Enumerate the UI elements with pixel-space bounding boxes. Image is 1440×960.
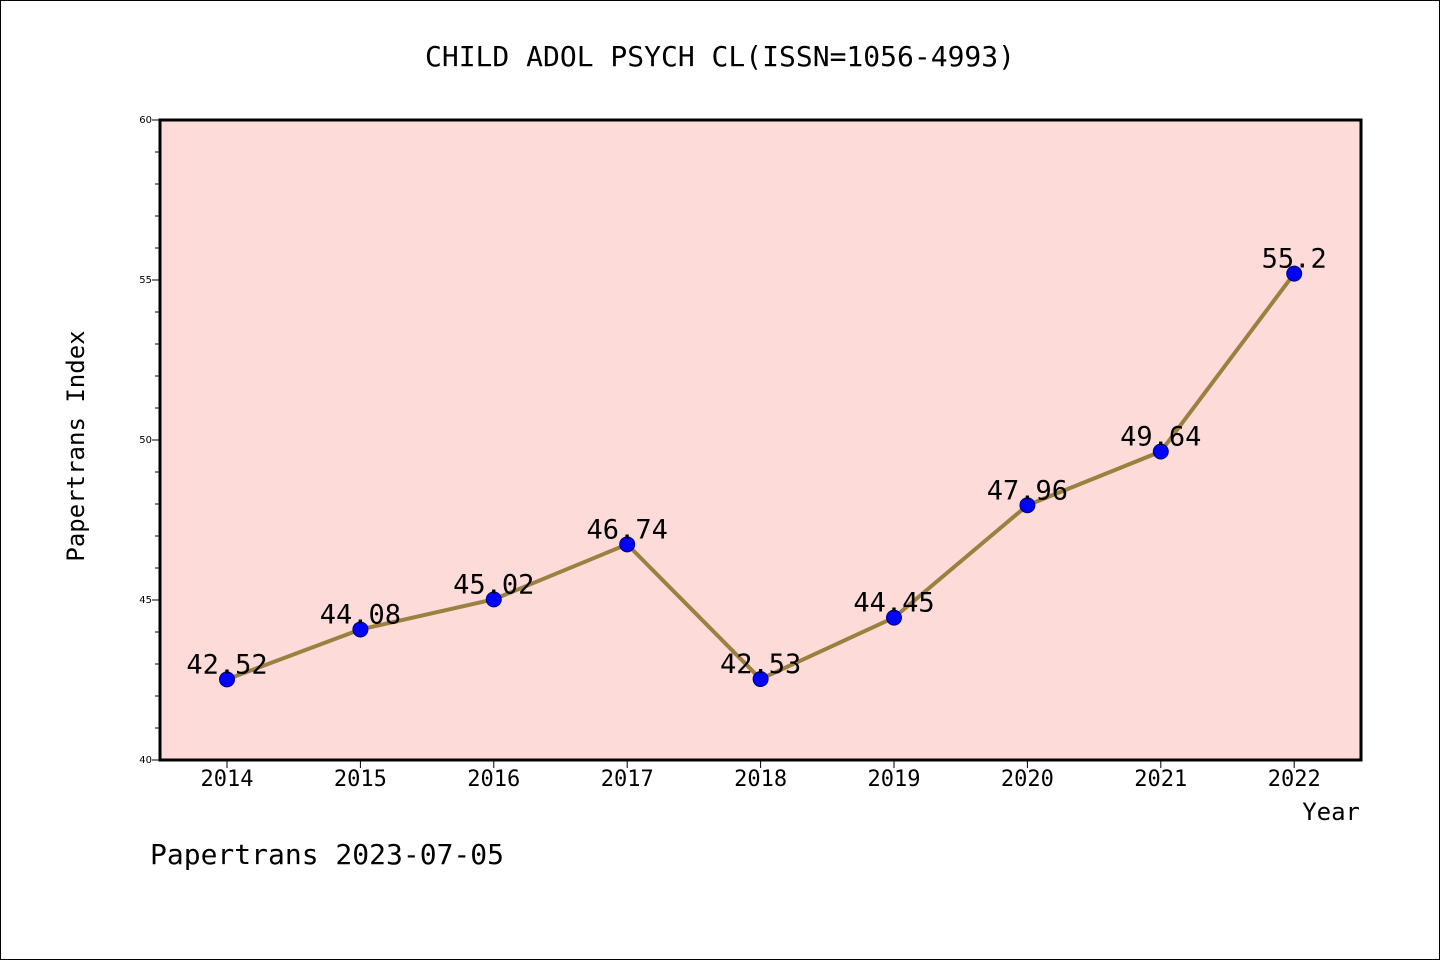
x-tick-label: 2021 bbox=[1134, 767, 1187, 792]
chart-title: CHILD ADOL PSYCH CL(ISSN=1056-4993) bbox=[425, 40, 1015, 73]
x-axis-label: Year bbox=[1302, 798, 1360, 826]
data-label-2015: 44.08 bbox=[320, 599, 401, 630]
y-axis-label: Papertrans Index bbox=[62, 330, 90, 561]
data-label-2019: 44.45 bbox=[853, 588, 934, 619]
y-tick-label: 60 bbox=[139, 115, 152, 126]
data-point-2019 bbox=[886, 609, 902, 626]
data-point-2021 bbox=[1152, 443, 1169, 460]
plot-border bbox=[158, 118, 1363, 762]
x-tick-label: 2020 bbox=[1001, 767, 1054, 792]
data-label-2017: 46.74 bbox=[587, 514, 668, 545]
data-labels: 42.52 44.08 45.02 46.74 42.53 44.45 47.96 49.64… bbox=[186, 244, 1326, 681]
y-tick-label: 50 bbox=[139, 435, 152, 446]
plot-area bbox=[160, 120, 1361, 760]
x-tick-label: 2014 bbox=[201, 767, 254, 792]
y-tick-label: 55 bbox=[139, 275, 152, 286]
footer-stamp: Papertrans 2023-07-05 bbox=[150, 838, 504, 871]
data-label-2018: 42.53 bbox=[720, 649, 801, 680]
data-point-2022 bbox=[1286, 265, 1303, 282]
data-point-2020 bbox=[1019, 497, 1036, 514]
x-tick-label: 2017 bbox=[601, 767, 654, 792]
data-point-2016 bbox=[485, 591, 502, 608]
data-label-2020: 47.96 bbox=[987, 475, 1068, 506]
x-tick-label: 2015 bbox=[334, 767, 387, 792]
data-point-2018 bbox=[752, 671, 769, 688]
y-axis-ticks: 40 45 50 55 60 bbox=[139, 115, 160, 766]
data-markers bbox=[219, 265, 1303, 688]
x-axis-ticks: 2014 2015 2016 2017 2018 2019 2020 2021 2022 bbox=[201, 760, 1321, 792]
x-tick-label: 2022 bbox=[1268, 767, 1321, 792]
y-tick-label: 40 bbox=[139, 755, 152, 766]
x-tick-label: 2016 bbox=[467, 767, 520, 792]
data-point-2015 bbox=[352, 621, 369, 638]
data-point-2017 bbox=[619, 536, 636, 553]
x-tick-label: 2018 bbox=[734, 767, 787, 792]
data-label-2021: 49.64 bbox=[1120, 422, 1201, 453]
x-tick-label: 2019 bbox=[868, 767, 921, 792]
data-point-2014 bbox=[219, 671, 235, 688]
y-tick-label: 45 bbox=[139, 595, 152, 606]
data-label-2014: 42.52 bbox=[186, 649, 267, 680]
data-label-2022: 55.2 bbox=[1262, 244, 1327, 275]
data-label-2016: 45.02 bbox=[453, 569, 534, 600]
